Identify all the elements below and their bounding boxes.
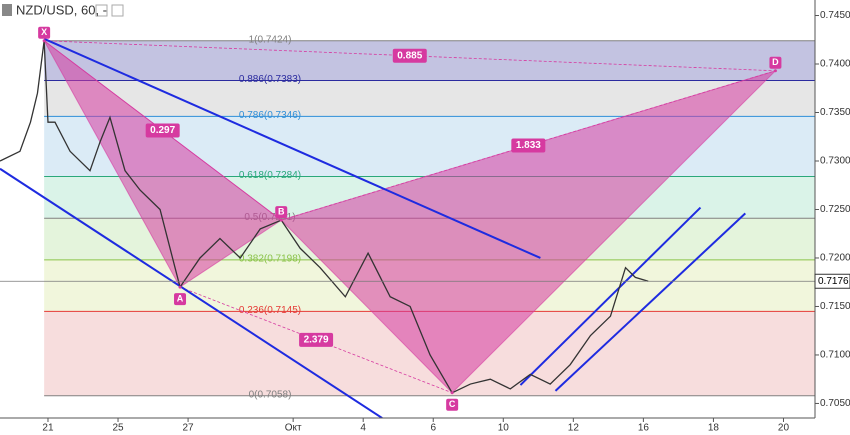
ratio-line — [281, 70, 776, 221]
time-axis — [0, 418, 815, 435]
price-axis — [815, 0, 850, 435]
button[interactable] — [111, 4, 124, 17]
plot-area: 1(0.7424) 0.886(0.7383) 0.786(0.7346) 0.618… — [0, 34, 815, 418]
ratio-box — [145, 123, 180, 138]
pattern-point — [279, 218, 283, 222]
point-label: C — [449, 399, 456, 409]
x-tick-label: 20 — [778, 423, 790, 434]
trend-line — [0, 167, 383, 418]
fib-label: 0.618(0.7284) — [239, 170, 301, 181]
y-tick-label: 0.7250 — [820, 204, 850, 215]
x-tick-label: 6 — [430, 423, 436, 434]
ratio-label: 2.379 — [304, 335, 329, 346]
fib-label: 0(0.7058) — [249, 389, 292, 400]
y-tick-label: 0.7200 — [820, 253, 850, 264]
fib-label: 0.236(0.7145) — [239, 305, 301, 316]
y-tick-label: 0.7300 — [820, 156, 850, 167]
fib-label: 0.382(0.7198) — [239, 254, 301, 265]
y-tick-label: 0.7350 — [820, 107, 850, 118]
x-tick-label: 25 — [112, 423, 124, 434]
x-tick-label: 12 — [568, 423, 580, 434]
point-label: D — [772, 57, 779, 67]
point-box — [446, 398, 459, 411]
ratio-label: 0.297 — [150, 125, 175, 136]
point-label: B — [278, 207, 285, 217]
chart-title: NZD/USD, 60, - — [16, 2, 107, 17]
x-tick-label: 10 — [498, 423, 510, 434]
x-tick-label: 4 — [360, 423, 366, 434]
toolbar — [2, 4, 124, 17]
symbol-icon — [2, 4, 12, 16]
y-tick-label: 0.7100 — [820, 350, 850, 361]
y-tick-label: 0.7050 — [820, 398, 850, 409]
x-tick-label: 16 — [638, 423, 650, 434]
ratio-box — [299, 332, 334, 347]
ratio-label: 0.885 — [397, 50, 422, 61]
y-tick-label: 0.7150 — [820, 301, 850, 312]
pattern-point — [178, 285, 182, 289]
fib-label: 1(0.7424) — [249, 34, 292, 45]
point-box — [769, 56, 782, 69]
trend-line — [43, 37, 541, 259]
x-tick-label: 27 — [183, 423, 195, 434]
ratio-box — [392, 48, 427, 63]
fib-label: 0.786(0.7346) — [239, 110, 301, 121]
fib-band — [44, 40, 815, 81]
fib-label: 0.886(0.7383) — [239, 74, 301, 85]
ratio-label: 1.833 — [516, 140, 541, 151]
x-tick-label: 21 — [42, 423, 54, 434]
point-label: X — [41, 27, 47, 37]
pattern-point — [450, 391, 454, 395]
y-tick-label: 0.7400 — [820, 59, 850, 70]
last-price-label: 0.7176 — [818, 276, 849, 287]
pattern-point — [42, 39, 46, 43]
button[interactable] — [95, 4, 108, 17]
pattern-point — [773, 69, 777, 73]
ratio-box — [511, 138, 546, 153]
x-tick-label: Окт — [285, 423, 302, 434]
last-price-box — [814, 273, 850, 289]
trend-line — [554, 212, 746, 392]
point-box — [174, 293, 187, 306]
point-label: A — [177, 293, 184, 303]
x-tick-label: 18 — [708, 423, 720, 434]
trend-line — [519, 206, 702, 386]
point-box — [275, 206, 288, 219]
point-box — [38, 26, 51, 39]
y-tick-label: 0.7450 — [820, 10, 850, 21]
